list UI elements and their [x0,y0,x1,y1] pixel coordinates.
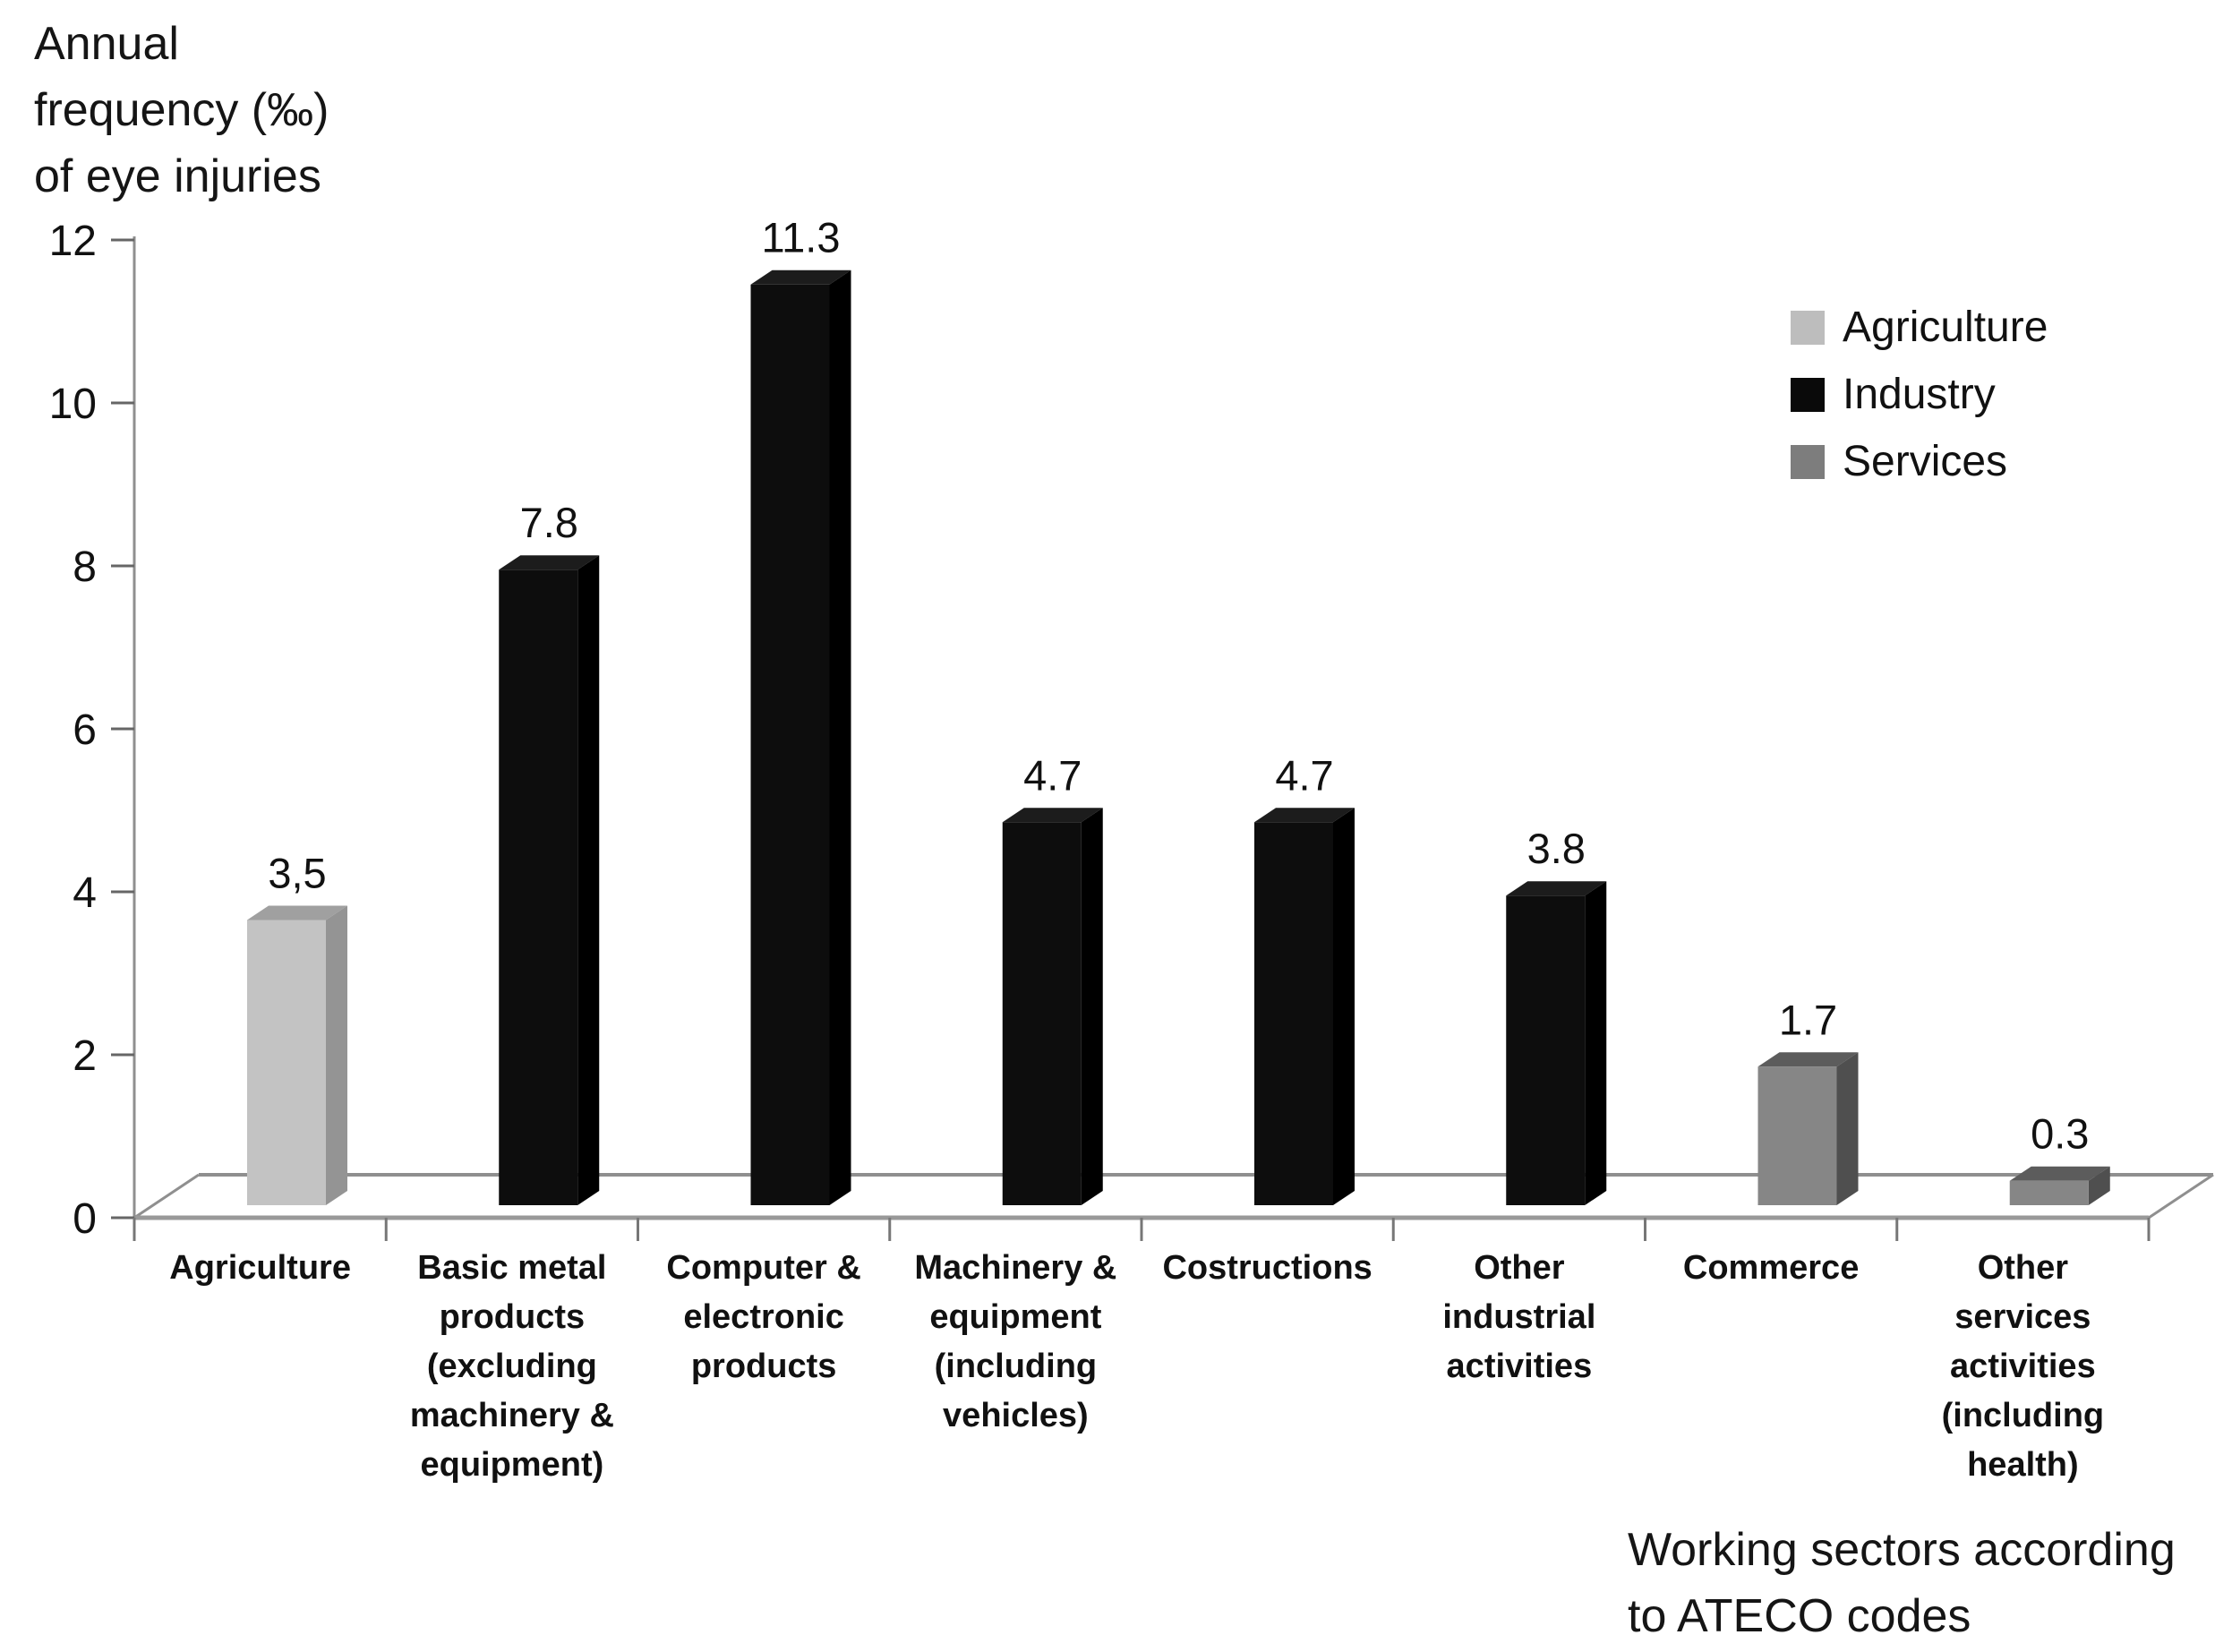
x-category-label-line: services [1954,1298,2091,1336]
x-category-label-line: products [691,1348,837,1385]
bar-top-face [1254,808,1355,823]
bar-value-label: 3.8 [1527,825,1586,872]
bar-front-face [2009,1180,2089,1205]
bar-costructions [1254,808,1355,1205]
x-category-label-line: Machinery & [914,1249,1116,1287]
bar-side-face [1081,808,1103,1205]
bar-front-face [1506,895,1586,1205]
x-category-label: Costructions [1162,1249,1372,1287]
bar-value-label: 11.3 [762,214,841,261]
y-tick-label: 2 [73,1032,97,1080]
x-category-label-line: Commerce [1683,1249,1859,1287]
x-category-label-line: equipment) [420,1446,603,1484]
x-category-label: Other industrial activities [1442,1249,1595,1385]
y-tick-label: 0 [73,1195,97,1243]
legend-label-agriculture: Agriculture [1843,304,2048,351]
bar-side-face [1836,1052,1859,1205]
chart-title-line-1: Annual [34,18,179,70]
legend-label-services: Services [1843,438,2008,485]
bar-front-face [750,284,830,1206]
y-tick-label: 4 [73,869,97,917]
x-axis-title-line-2: to ATECO codes [1628,1590,1971,1642]
x-category-label: Basic metal products (excluding machinery &… [410,1249,614,1484]
floor-left-edge [133,1173,200,1220]
x-category-label: Commerce [1683,1249,1859,1287]
bar-side-face [1333,808,1355,1205]
x-category-label-line: Other [1978,1249,2069,1287]
bar-machinery-equipment-including-vehicles [1002,808,1103,1205]
x-category-label-line: Agriculture [169,1249,351,1287]
y-tick-label: 8 [73,544,97,591]
bar-other-industrial-activities [1506,881,1607,1205]
x-category-label-line: Costructions [1162,1249,1372,1287]
bar-commerce [1757,1052,1859,1205]
chart-title-line-3: of eye injuries [34,150,321,202]
legend-swatch-industry [1791,377,1825,412]
x-category-label: Other services activities (including health) [1942,1249,2105,1484]
legend-swatch-services [1791,444,1825,479]
x-category-label-line: equipment [929,1298,1101,1336]
bar-top-face [2009,1166,2110,1181]
x-category-label-line: industrial [1442,1298,1595,1336]
x-category-label-line: Computer & [666,1249,860,1287]
bar-value-label: 4.7 [1275,751,1333,799]
x-category-label-line: Other [1474,1249,1565,1287]
x-category-label-line: (including [1942,1397,2105,1434]
x-axis-title: Working sectors according to ATECO codes [1628,1517,2176,1649]
bar-front-face [1757,1066,1837,1205]
x-category-label-line: Basic metal [417,1249,606,1287]
y-tick-label: 10 [49,381,97,428]
x-category-label-line: products [440,1298,586,1336]
bar-value-label: 0.3 [2031,1110,2089,1158]
bar-value-label: 7.8 [520,499,578,546]
bar-value-label: 4.7 [1023,751,1082,799]
bar-side-face [577,555,600,1205]
legend-item-services: Services [1791,428,2048,495]
x-category-label-line: vehicles) [943,1397,1089,1434]
bar-top-face [1757,1052,1859,1067]
bar-basic-metal-products-excluding-machinery-equipment [499,555,600,1205]
bar-agriculture [247,905,347,1205]
y-tick-label: 12 [49,218,97,265]
bar-top-face [247,905,347,920]
bar-front-face [499,569,578,1205]
bar-value-label: 3,5 [268,850,326,897]
floor-right-edge [2148,1173,2214,1220]
bar-side-face [1585,881,1607,1205]
x-axis-title-line-1: Working sectors according [1628,1524,2176,1576]
bar-front-face [1254,822,1333,1205]
x-category-label-line: (including [935,1348,1098,1385]
x-category-label: Agriculture [169,1249,351,1287]
bar-front-face [247,920,326,1205]
bar-side-face [2088,1166,2110,1205]
bar-side-face [829,270,851,1206]
x-category-label-line: activities [1447,1348,1593,1385]
x-category-label-line: health) [1967,1446,2079,1484]
legend-label-industry: Industry [1843,371,1996,418]
x-category-label-line: electronic [683,1298,844,1336]
bar-top-face [750,270,851,285]
legend-item-agriculture: Agriculture [1791,294,2048,361]
legend: Agriculture Industry Services [1791,294,2048,495]
x-category-label-line: machinery & [410,1397,614,1434]
chart-title: Annual frequency (‰) of eye injuries [34,11,329,210]
bar-side-face [326,905,347,1205]
chart-title-line-2: frequency (‰) [34,84,329,136]
x-category-label: Machinery & equipment (including vehicles) [914,1249,1116,1434]
bar-top-face [1506,881,1607,896]
x-category-label: Computer & electronic products [666,1249,860,1385]
legend-swatch-agriculture [1791,310,1825,345]
bar-other-services-activities-including-health [2009,1166,2110,1205]
legend-item-industry: Industry [1791,361,2048,428]
bar-top-face [1002,808,1103,823]
bar-front-face [1002,822,1082,1205]
y-tick-label: 6 [73,706,97,754]
bar-value-label: 1.7 [1779,996,1837,1043]
x-category-label-line: (excluding [427,1348,597,1385]
bar-top-face [499,555,600,570]
bar-computer-electronic-products [750,270,851,1206]
x-category-label-line: activities [1950,1348,2096,1385]
